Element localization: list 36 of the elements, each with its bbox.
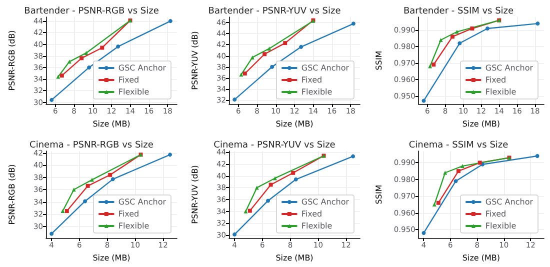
legend-label: Fixed [484,209,506,218]
legend-label: Fixed [118,76,140,84]
y-axis-title: PSNR-RGB (dB) [8,164,16,224]
legend-label: GSC Anchor [118,197,167,206]
legend-label: GSC Anchor [302,197,350,206]
chart-title: Bartender - PSNR-RGB vs Size [24,6,160,16]
legend-label: Flexible [118,88,150,96]
legend-label: Flexible [118,221,150,230]
x-axis-title: Size (MB) [276,252,314,262]
legend-label: Flexible [484,88,516,96]
x-axis-title: Size (MB) [276,119,314,128]
legend-label: Flexible [484,221,516,230]
legend-label: Flexible [302,88,333,96]
legend-label: GSC Anchor [484,197,534,206]
x-axis-title: Size (MB) [462,119,500,128]
legend-label: Fixed [302,76,322,84]
chart-title: Bartender - SSIM vs Size [403,6,514,16]
y-axis-title: SSIM [374,50,384,70]
y-axis-title: PSNR-YUV (dB) [190,31,200,90]
y-axis-title: PSNR-RGB (dB) [8,30,16,91]
legend-label: Fixed [118,209,140,218]
legend-label: Fixed [484,76,506,84]
legend-label: GSC Anchor [118,64,167,72]
chart-title: Cinema - PSNR-YUV vs Size [214,140,336,150]
x-axis-title: Size (MB) [92,119,130,128]
x-axis-title: Size (MB) [462,252,500,262]
legend-label: GSC Anchor [302,64,350,72]
y-axis-title: PSNR-YUV (dB) [190,164,200,224]
y-axis-title: SSIM [374,184,384,204]
x-axis-title: Size (MB) [92,252,130,262]
legend-label: Flexible [302,221,333,230]
chart-title: Cinema - PSNR-RGB vs Size [30,140,154,150]
chart-title: Bartender - PSNR-YUV vs Size [208,6,342,16]
chart-title: Cinema - SSIM vs Size [408,140,508,150]
legend-label: Fixed [302,209,322,218]
legend-label: GSC Anchor [484,64,534,72]
